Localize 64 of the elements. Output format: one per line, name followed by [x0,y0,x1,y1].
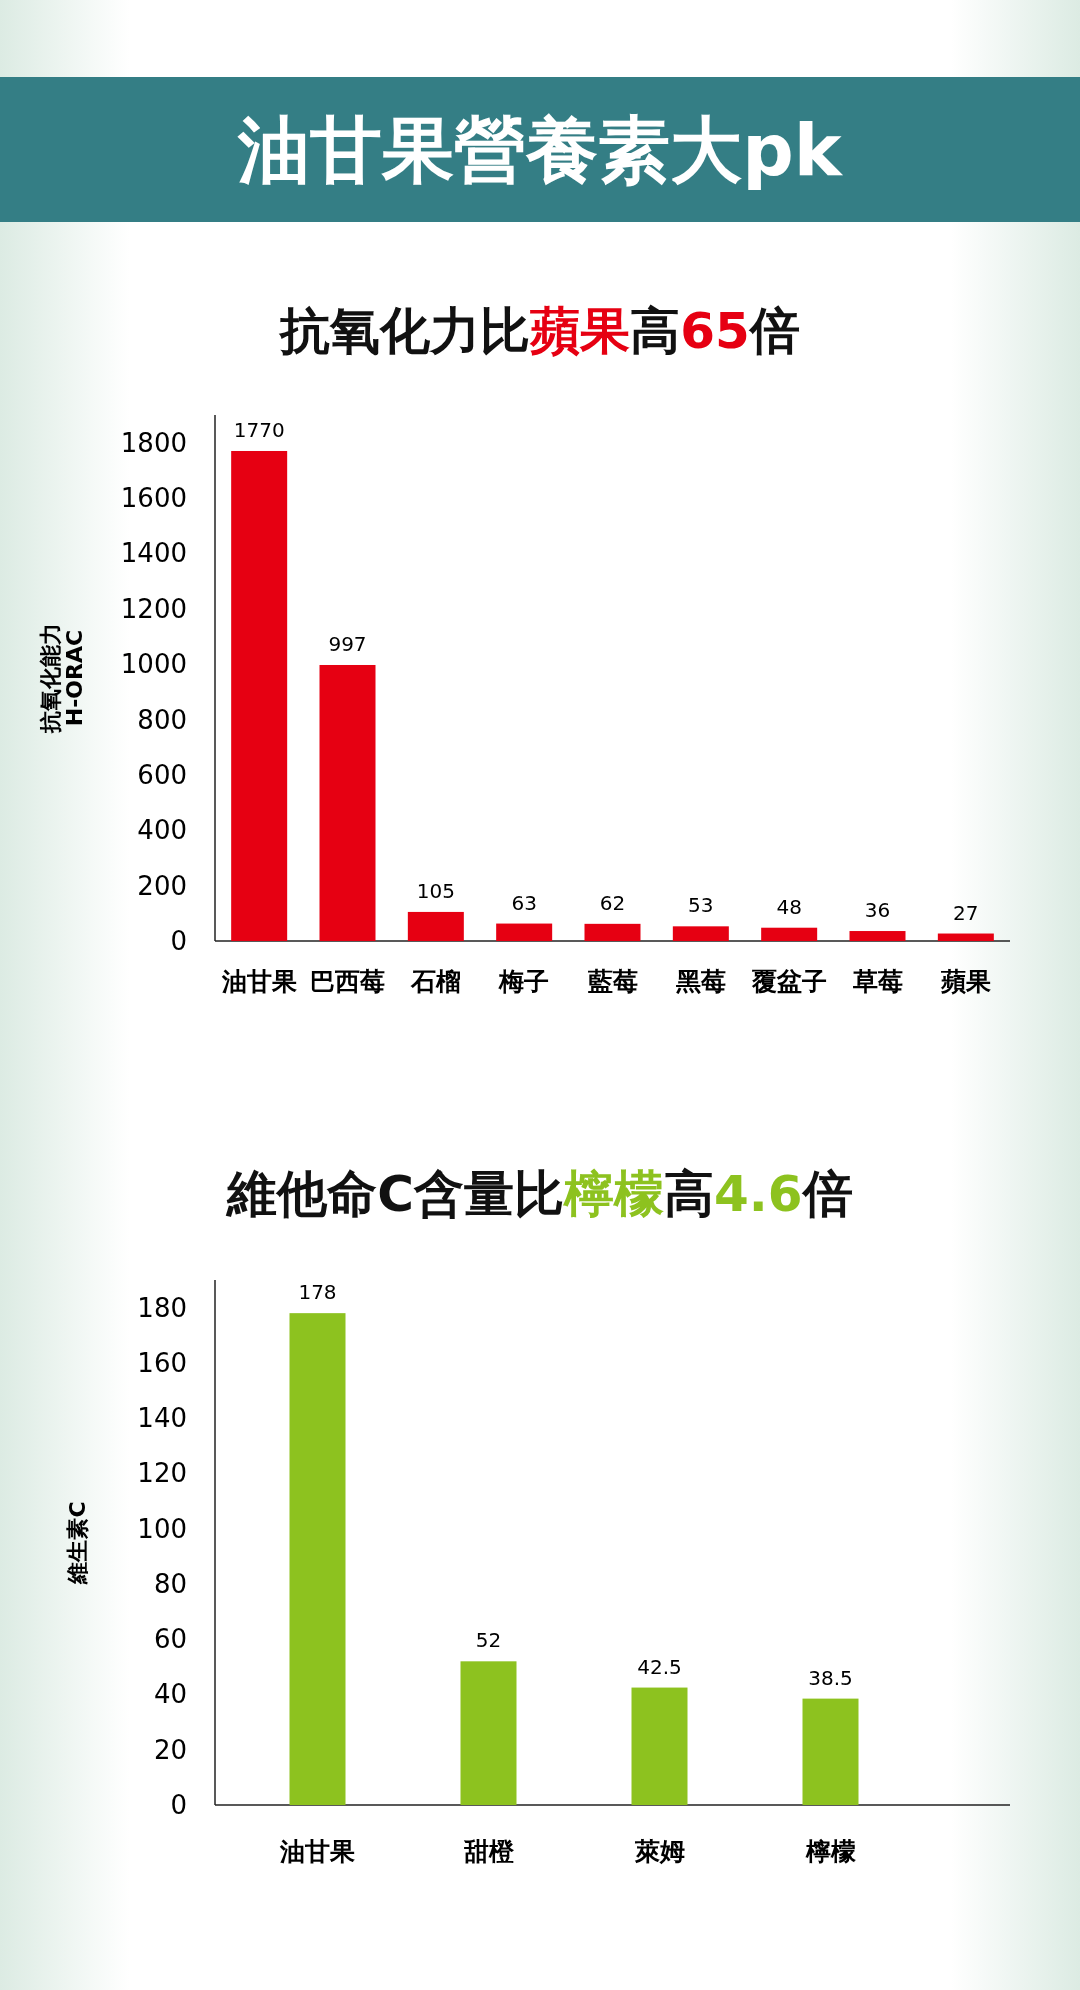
y-tick-label: 180 [137,1292,187,1323]
y-tick-label: 1000 [120,649,187,680]
chart-subtitle: 維他命C含量比檸檬高4.6倍 [225,1165,853,1223]
data-label: 63 [511,890,537,915]
x-tick-label: 油甘果 [279,1837,355,1866]
y-tick-label: 20 [153,1734,187,1765]
y-tick-label: 100 [137,1513,187,1544]
y-tick-label: 140 [137,1403,187,1434]
x-tick-label: 石榴 [409,967,461,996]
data-label: 105 [416,878,455,903]
y-tick-label: 1600 [120,483,187,514]
y-tick-label: 80 [153,1568,187,1599]
y-tick-label: 0 [170,926,187,956]
y-tick-label: 800 [137,704,187,735]
bar [802,1698,859,1805]
data-label: 27 [953,900,979,925]
y-tick-label: 600 [137,759,187,790]
x-tick-label: 梅子 [498,967,550,996]
bar [231,450,288,941]
bar [631,1687,688,1805]
y-tick-label: 1400 [120,538,187,569]
x-tick-label: 蘋果 [939,967,991,996]
data-label: 52 [475,1628,502,1653]
data-label: 1770 [233,417,285,442]
data-label: 36 [864,898,891,923]
bar [460,1661,517,1805]
bar [584,923,641,941]
y-tick-label: 1800 [120,427,187,458]
bar [761,927,818,941]
data-label: 62 [599,890,626,915]
x-tick-label: 黑莓 [674,967,726,996]
x-tick-label: 甜橙 [462,1837,515,1866]
y-tick-label: 200 [137,870,187,901]
x-tick-label: 檸檬 [804,1837,857,1866]
y-tick-label: 400 [137,815,187,846]
y-tick-label: 40 [153,1679,187,1710]
bar [289,1313,346,1805]
y-tick-label: 120 [137,1458,187,1489]
data-label: 997 [328,631,367,656]
bar [849,931,906,941]
bar [319,664,376,941]
x-tick-label: 草莓 [851,967,903,996]
bar [937,933,994,941]
y-tick-label: 60 [153,1624,187,1655]
data-label: 178 [298,1280,337,1305]
chart-subtitle: 抗氧化力比蘋果高65倍 [278,302,800,360]
data-label: 53 [688,893,714,918]
bar [407,911,464,941]
x-tick-label: 萊姆 [633,1837,685,1866]
x-tick-label: 油甘果 [220,967,297,996]
x-tick-label: 藍莓 [586,967,638,996]
data-label: 42.5 [637,1654,682,1679]
data-label: 38.5 [808,1665,853,1690]
y-tick-label: 160 [137,1347,187,1378]
chart-title: 油甘果營養素大pk [237,108,844,192]
y-tick-label: 0 [170,1790,187,1820]
y-axis-title: 抗氧化能力 H-ORAC [38,623,87,734]
bar [496,923,553,941]
y-axis-title: 維生素C [65,1501,90,1585]
data-label: 48 [776,894,802,919]
x-tick-label: 覆盆子 [750,967,827,996]
x-tick-label: 巴西莓 [310,967,385,996]
bar [672,926,729,941]
y-tick-label: 1200 [120,593,187,624]
